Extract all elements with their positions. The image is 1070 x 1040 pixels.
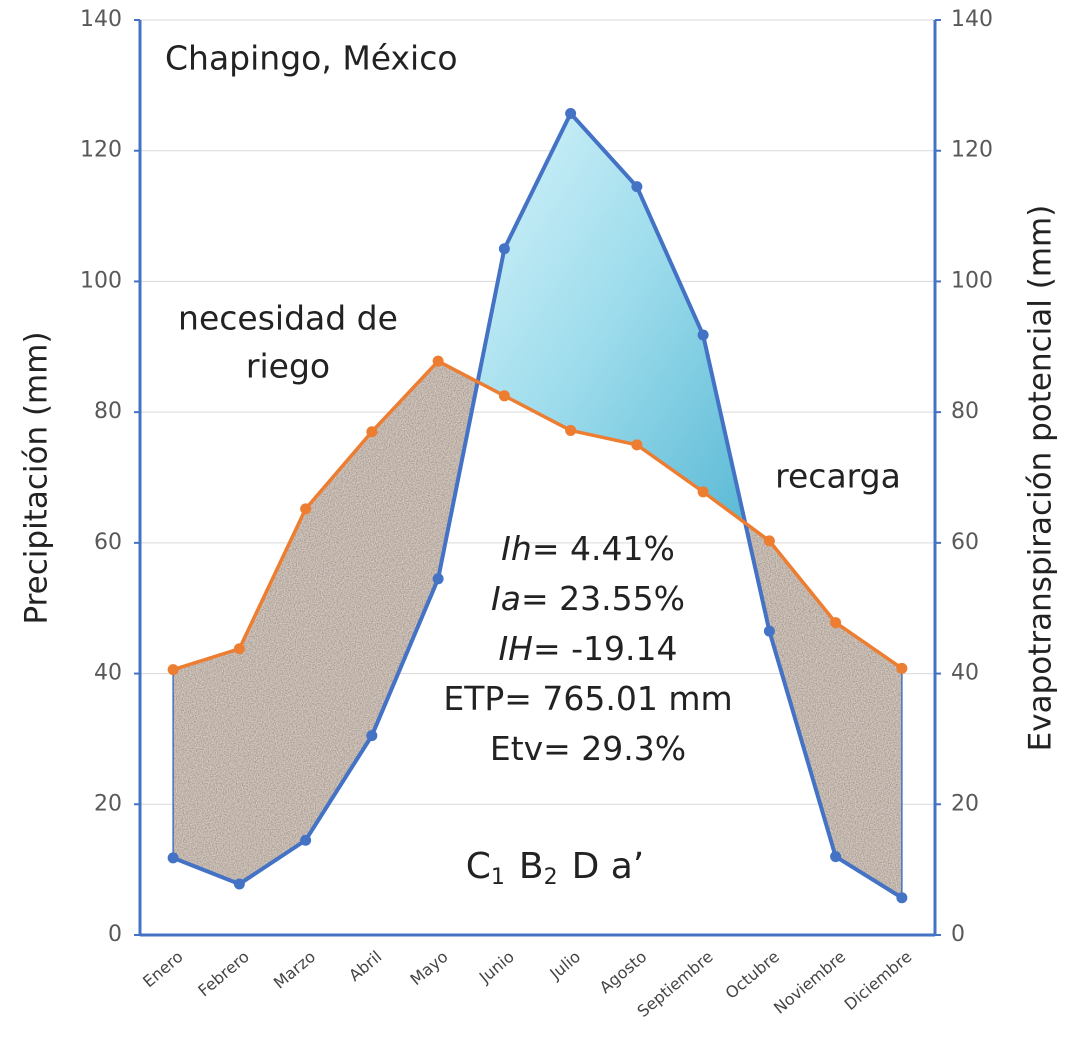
index-symbol: Ih xyxy=(501,529,532,568)
data-point xyxy=(233,878,245,890)
y2-axis-title: Evapotranspiración potencial (mm) xyxy=(1023,205,1059,752)
y-tick-label: 120 xyxy=(80,138,122,163)
data-point xyxy=(366,730,378,742)
data-point xyxy=(432,355,444,367)
x-tick-label: Octubre xyxy=(722,947,783,1003)
y2-tick-label: 100 xyxy=(951,268,993,293)
index-text: Ih= 4.41% xyxy=(501,529,675,568)
y-tick-label: 100 xyxy=(80,268,122,293)
x-tick-label: Noviembre xyxy=(770,947,849,1018)
data-point xyxy=(498,243,510,255)
index-value: = -19.14 xyxy=(533,629,678,668)
data-point xyxy=(432,573,444,585)
y-tick-label: 20 xyxy=(94,791,122,816)
index-symbol: IH xyxy=(498,629,533,668)
x-tick-label: Agosto xyxy=(596,947,651,997)
data-point xyxy=(896,662,908,674)
y2-tick-label: 120 xyxy=(951,138,993,163)
data-point xyxy=(697,486,709,498)
y2-tick-label: 0 xyxy=(951,922,965,947)
climate-letter: C xyxy=(466,846,491,887)
index-text: Etv= 29.3% xyxy=(490,729,686,768)
x-tick-label: Marzo xyxy=(270,947,319,993)
y-axis-title: Precipitación (mm) xyxy=(19,331,55,624)
index-value: = 23.55% xyxy=(521,579,685,618)
data-point xyxy=(896,892,908,904)
annotation: necesidad de xyxy=(178,299,398,338)
y2-tick-label: 80 xyxy=(951,399,979,424)
climate-class: C1​B2​D a’ xyxy=(466,846,645,890)
climate-letter: D a’ xyxy=(572,846,645,887)
y2-tick-label: 140 xyxy=(951,7,993,32)
data-point xyxy=(498,390,510,402)
chart-title: Chapingo, México xyxy=(165,39,458,78)
climate-subscript: 2 xyxy=(544,865,558,890)
index-text: Ia= 23.55% xyxy=(491,579,685,618)
series-line xyxy=(172,111,903,900)
y-tick-label: 140 xyxy=(80,7,122,32)
data-point xyxy=(565,107,577,119)
index-text: IH= -19.14 xyxy=(498,629,677,668)
y-tick-label: 80 xyxy=(94,399,122,424)
y2-tick-label: 40 xyxy=(951,661,979,686)
x-tick-label: Junio xyxy=(475,947,518,987)
index-value: = 4.41% xyxy=(532,529,675,568)
x-tick-label: Diciembre xyxy=(841,947,916,1014)
surplus-area xyxy=(477,113,746,524)
data-point xyxy=(167,852,179,864)
deficit-area xyxy=(745,523,902,898)
annotation: recarga xyxy=(775,457,901,496)
climate-letter: B xyxy=(519,846,544,887)
x-tick-label: Abril xyxy=(345,947,385,985)
data-point xyxy=(763,625,775,637)
y-tick-label: 60 xyxy=(94,530,122,555)
y2-tick-label: 20 xyxy=(951,791,979,816)
x-tick-label: Febrero xyxy=(194,947,252,1000)
data-point xyxy=(763,535,775,547)
climate-subscript: 1 xyxy=(491,865,505,890)
data-point xyxy=(233,643,245,655)
data-point xyxy=(565,424,577,436)
y-tick-label: 40 xyxy=(94,661,122,686)
index-text: ETP= 765.01 mm xyxy=(443,679,732,718)
index-symbol: Ia xyxy=(491,579,521,618)
deficit-area xyxy=(173,361,478,885)
series-line xyxy=(172,359,903,672)
data-point xyxy=(167,664,179,676)
y-tick-label: 0 xyxy=(108,922,122,947)
data-point xyxy=(300,834,312,846)
index-value: Etv= 29.3% xyxy=(490,729,686,768)
data-point xyxy=(830,617,842,629)
annotation: riego xyxy=(246,347,330,386)
data-point xyxy=(631,181,643,193)
x-tick-label: Mayo xyxy=(407,947,452,989)
data-point xyxy=(830,851,842,863)
data-point xyxy=(631,439,643,451)
x-tick-label: Enero xyxy=(139,947,187,991)
data-point xyxy=(697,329,709,341)
index-value: ETP= 765.01 mm xyxy=(443,679,732,718)
data-point xyxy=(300,503,312,515)
x-tick-label: Julio xyxy=(545,947,584,984)
y2-tick-label: 60 xyxy=(951,530,979,555)
data-point xyxy=(366,426,378,438)
